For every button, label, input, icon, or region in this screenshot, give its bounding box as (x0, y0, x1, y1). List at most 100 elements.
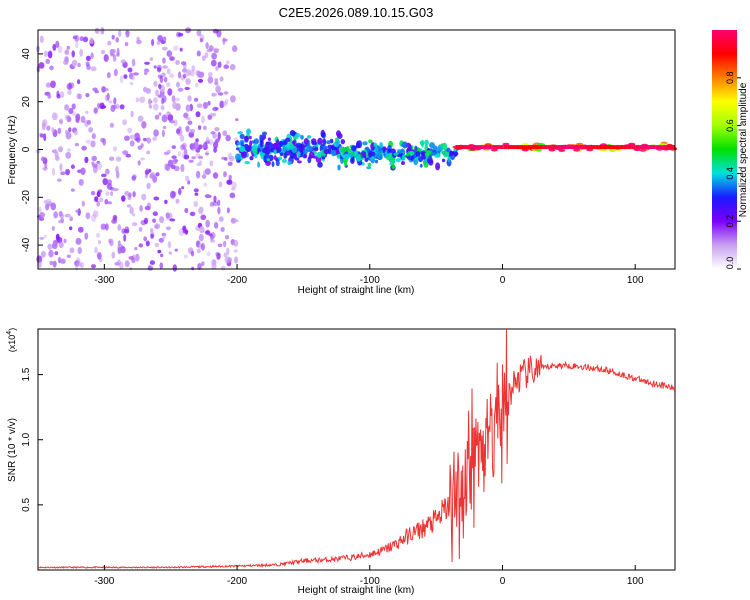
spectrogram-cell (139, 205, 143, 212)
spectrogram-cell (77, 226, 84, 233)
spectrogram-cell (154, 114, 160, 120)
spectrogram-cell (311, 141, 318, 146)
spectrogram-cell (208, 233, 213, 237)
spectrogram-cell (194, 192, 199, 196)
spectrogram-y-ticks: -40 -20 0 20 40 (21, 48, 43, 252)
spectrogram-cell (173, 119, 178, 127)
spectrogram-y-tick-label: -20 (21, 190, 32, 205)
spectrogram-cell (131, 175, 136, 181)
spectrogram-cell (326, 140, 331, 145)
spectrogram-ridge-cell (571, 145, 576, 150)
spectrogram-cell (278, 156, 283, 161)
spectrogram-cell (90, 52, 94, 59)
spectrogram-cell (236, 141, 241, 146)
spectrogram-cell (152, 211, 158, 216)
spectrogram-cell (199, 34, 205, 42)
spectrogram-cell (118, 29, 122, 38)
snr-x-tick-label: 100 (627, 576, 644, 587)
spectrogram-cell (126, 204, 132, 208)
spectrogram-cell (150, 233, 154, 239)
spectrogram-cell (266, 158, 271, 162)
spectrogram-cell (205, 219, 210, 228)
snr-x-tick-label: -200 (227, 576, 247, 587)
spectrogram-cell (97, 189, 103, 193)
spectrogram-cell (366, 166, 372, 170)
spectrogram-cell (66, 116, 72, 123)
spectrogram-cell (43, 200, 48, 204)
spectrogram-cell (112, 146, 117, 152)
spectrogram-cell (265, 141, 271, 146)
spectrogram-cell (90, 264, 97, 269)
spectrogram-cell (239, 133, 245, 140)
spectrogram-cell (64, 213, 71, 218)
spectrogram-cell (609, 149, 616, 152)
spectrogram-cell (211, 261, 217, 270)
spectrogram-cell (65, 132, 72, 140)
spectrogram-cell (228, 174, 232, 181)
spectrogram-cell (68, 127, 72, 133)
spectrogram-ridge-cell (479, 145, 484, 150)
spectrogram-cell (162, 125, 167, 130)
spectrogram-cell (129, 81, 134, 86)
spectrogram-ridge-cell (595, 145, 600, 150)
spectrogram-cell (401, 142, 406, 148)
spectrogram-cell (189, 103, 193, 112)
spectrogram-cell (244, 135, 249, 142)
spectrogram-cell (163, 151, 169, 156)
spectrogram-ridge-cell (555, 145, 560, 150)
spectrogram-cell (166, 82, 171, 88)
spectrogram-cell (57, 127, 62, 134)
spectrogram-cell (79, 36, 84, 42)
spectrogram-cell (43, 234, 48, 239)
spectrogram-cell (222, 101, 227, 107)
spectrogram-cell (121, 228, 126, 234)
spectrogram-cell (124, 260, 130, 268)
spectrogram-cell (65, 168, 71, 176)
spectrogram-cell (234, 219, 239, 223)
spectrogram-cell (137, 160, 141, 166)
spectrogram-cell (169, 73, 175, 79)
spectrogram-cell (167, 114, 174, 122)
spectrogram-cell (215, 66, 219, 71)
spectrogram-cell (90, 190, 96, 196)
spectrogram-cell (78, 178, 84, 186)
spectrogram-y-axis-label: Frequency (Hz) (7, 116, 18, 185)
spectrogram-cell (128, 72, 134, 80)
spectrogram-ridge-cell (491, 145, 496, 150)
spectrogram-cell (227, 257, 233, 263)
spectrogram-cell (103, 54, 109, 62)
spectrogram-cell (166, 50, 173, 57)
spectrogram-cell (296, 151, 301, 157)
chart-title: C2E5.2026.089.10.15.G03 (279, 5, 434, 20)
spectrogram-cell (153, 65, 157, 69)
spectrogram-cell (232, 45, 238, 52)
spectrogram-cell (188, 159, 194, 163)
spectrogram-cell (90, 140, 96, 148)
spectrogram-cell (55, 233, 60, 241)
spectrogram-cell (223, 64, 229, 69)
spectrogram-cell (67, 89, 72, 95)
spectrogram-cell (50, 202, 57, 211)
spectrogram-cell (218, 181, 223, 188)
spectrogram-cell (99, 197, 104, 203)
spectrogram-cell (159, 216, 165, 224)
spectrogram-cell (57, 256, 62, 261)
spectrogram-cell (360, 151, 367, 157)
spectrogram-cell (184, 207, 189, 214)
spectrogram-ridge-cell (472, 145, 476, 150)
spectrogram-cell (46, 125, 51, 131)
spectrogram-cell (187, 180, 191, 185)
spectrogram-cell (86, 119, 92, 125)
spectrogram-cell (225, 235, 230, 240)
spectrogram-cell (39, 35, 44, 44)
snr-y-tick-label: 0.5 (21, 497, 32, 511)
spectrogram-cell (196, 103, 203, 108)
spectrogram-cell (558, 148, 566, 152)
spectrogram-cell (441, 158, 446, 163)
spectrogram-cell (45, 82, 52, 88)
spectrogram-cell (58, 211, 63, 217)
spectrogram-cell (143, 68, 150, 73)
spectrogram-cell (162, 233, 167, 240)
spectrogram-cell (131, 222, 138, 227)
spectrogram-cell (317, 137, 323, 145)
